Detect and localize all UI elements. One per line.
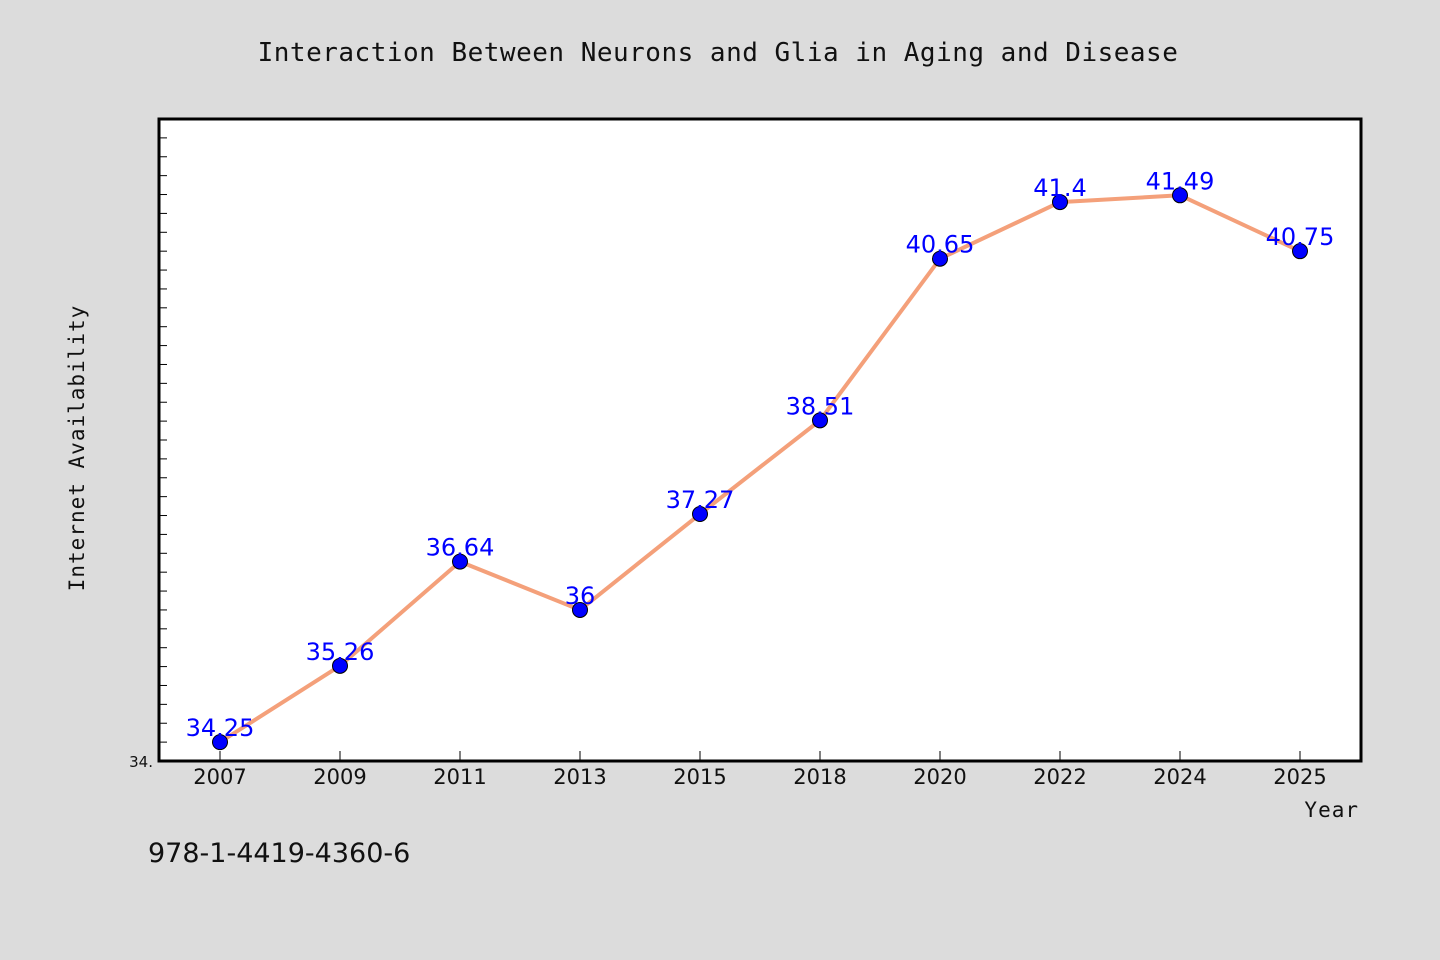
data-point	[572, 601, 588, 618]
data-label: 36.64	[426, 534, 495, 562]
data-label: 38.51	[786, 392, 855, 420]
data-label: 41.4	[1033, 174, 1086, 202]
data-label: 36	[565, 582, 596, 610]
data-label: 40.65	[906, 231, 975, 259]
x-tick-label: 2020	[913, 765, 966, 789]
data-point	[692, 506, 708, 523]
data-point	[812, 412, 828, 429]
x-tick-label: 2024	[1153, 765, 1206, 789]
data-point	[1052, 194, 1068, 211]
x-axis-label: Year	[1304, 798, 1359, 822]
data-point	[212, 734, 228, 751]
data-point	[332, 657, 348, 674]
series-line	[218, 193, 1302, 745]
x-tick-label: 2018	[793, 765, 846, 789]
data-point	[932, 250, 948, 267]
data-label: 35.26	[306, 638, 375, 666]
footer-isbn: 978-1-4419-4360-6	[148, 838, 410, 869]
x-tick-label: 2022	[1033, 765, 1086, 789]
data-point	[1292, 243, 1308, 260]
x-tick-label: 2015	[673, 765, 726, 789]
data-point	[1172, 187, 1188, 204]
x-tick-label: 2009	[313, 765, 366, 789]
y-tick-label: 34.	[129, 753, 153, 771]
y-axis-ticks	[159, 137, 167, 743]
data-point	[452, 553, 468, 570]
data-label: 37.27	[666, 486, 735, 514]
y-axis-label: Internet Availability	[65, 305, 89, 592]
plot-area	[157, 117, 1363, 763]
x-tick-label: 2025	[1273, 765, 1326, 789]
data-label: 41.49	[1146, 167, 1215, 195]
data-label: 34.25	[186, 714, 255, 742]
data-label: 40.75	[1266, 223, 1335, 251]
series-layer: 34.25 35.26 36.64 36 37.27 38.51 40.65 41.4 41.4…	[186, 167, 1335, 751]
x-axis-ticks: 2007 2009 2011 2013 2015 2018 2020 2022 2024 2025	[193, 751, 1327, 789]
x-tick-label: 2011	[433, 765, 486, 789]
chart-title: Interaction Between Neurons and Glia in …	[258, 38, 1179, 68]
x-tick-label: 2013	[553, 765, 606, 789]
x-tick-label: 2007	[193, 765, 246, 789]
